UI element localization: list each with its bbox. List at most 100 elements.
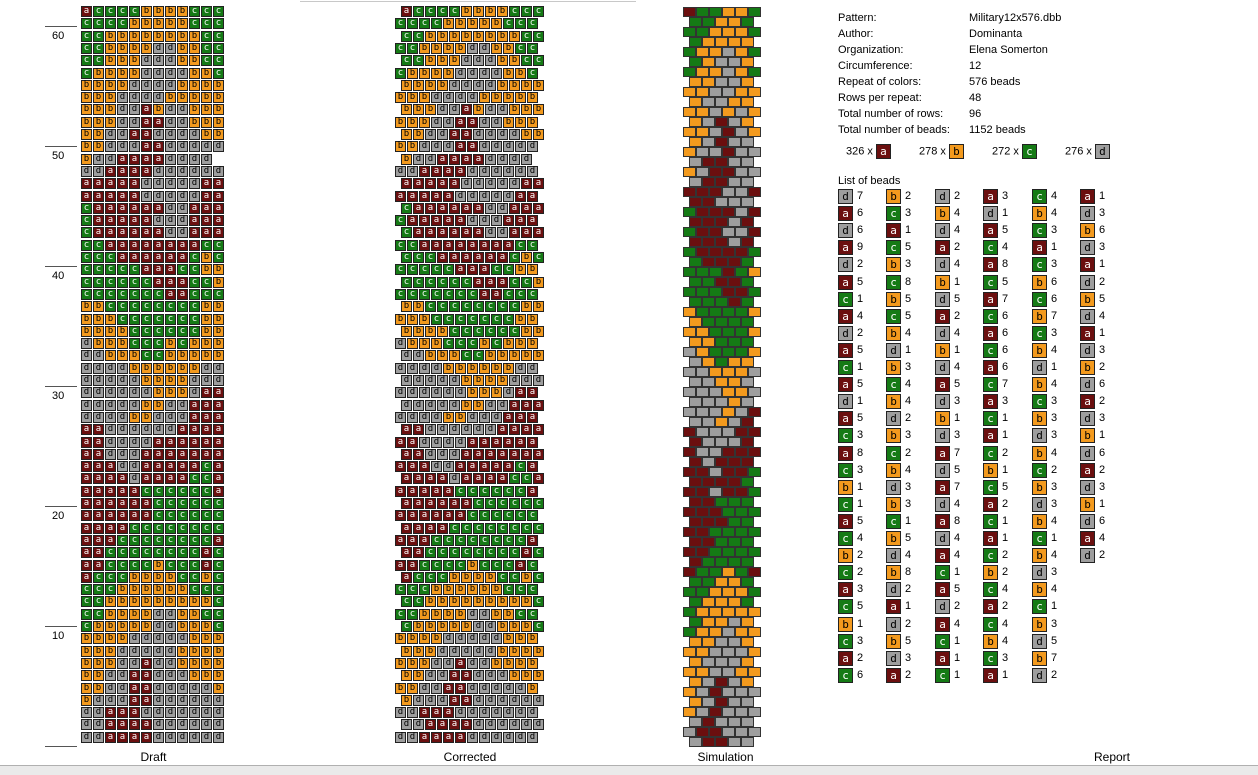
- bead-cell[interactable]: c: [153, 350, 164, 362]
- bead-cell[interactable]: d: [189, 153, 200, 165]
- bead-cell[interactable]: d: [81, 387, 92, 399]
- bead-cell[interactable]: c: [503, 559, 514, 571]
- bead-cell[interactable]: c: [153, 534, 164, 546]
- bead-cell[interactable]: b: [93, 116, 104, 128]
- bead-cell[interactable]: c: [437, 547, 448, 559]
- bead-cell[interactable]: a: [93, 498, 104, 509]
- bead-cell[interactable]: b: [401, 301, 412, 313]
- bead-cell[interactable]: d: [503, 165, 514, 177]
- bead-cell[interactable]: a: [153, 276, 164, 288]
- bead-cell[interactable]: d: [177, 104, 188, 116]
- bead-cell[interactable]: b: [401, 79, 412, 91]
- bead-cell[interactable]: b: [431, 584, 442, 596]
- bead-cell[interactable]: c: [407, 239, 418, 251]
- bead-cell[interactable]: a: [401, 448, 412, 460]
- bead-cell[interactable]: c: [527, 67, 538, 79]
- bead-cell[interactable]: b: [473, 104, 484, 116]
- bead-cell[interactable]: d: [117, 682, 128, 694]
- bead-cell[interactable]: d: [419, 436, 430, 448]
- bead-cell[interactable]: c: [153, 510, 164, 522]
- bead-cell[interactable]: b: [521, 79, 532, 91]
- bead-cell[interactable]: b: [503, 338, 514, 350]
- bead-cell[interactable]: d: [437, 670, 448, 682]
- bead-cell[interactable]: d: [467, 633, 478, 645]
- bead-cell[interactable]: d: [419, 682, 430, 694]
- bead-cell[interactable]: a: [93, 559, 104, 571]
- bead-cell[interactable]: d: [81, 731, 92, 743]
- bead-cell[interactable]: a: [527, 190, 538, 202]
- bead-cell[interactable]: d: [165, 731, 176, 743]
- bead-cell[interactable]: c: [117, 288, 128, 300]
- bead-cell[interactable]: a: [449, 719, 460, 731]
- bead-cell[interactable]: c: [401, 276, 412, 288]
- bead-cell[interactable]: a: [527, 387, 538, 399]
- bead-cell[interactable]: a: [425, 178, 436, 190]
- bead-cell[interactable]: b: [177, 92, 188, 104]
- bead-cell[interactable]: d: [129, 375, 140, 386]
- bead-cell[interactable]: b: [117, 608, 128, 620]
- bead-cell[interactable]: c: [461, 276, 472, 288]
- bead-cell[interactable]: a: [449, 178, 460, 190]
- bead-cell[interactable]: a: [467, 116, 478, 128]
- bead-cell[interactable]: a: [473, 153, 484, 165]
- bead-cell[interactable]: b: [467, 559, 478, 571]
- bead-cell[interactable]: d: [521, 153, 532, 165]
- bead-cell[interactable]: b: [165, 387, 176, 399]
- bead-cell[interactable]: b: [533, 325, 544, 337]
- bead-cell[interactable]: a: [455, 461, 466, 473]
- bead-cell[interactable]: d: [407, 411, 418, 423]
- bead-cell[interactable]: a: [189, 436, 200, 448]
- bead-cell[interactable]: b: [105, 116, 116, 128]
- bead-cell[interactable]: d: [105, 375, 116, 386]
- bead-cell[interactable]: c: [177, 313, 188, 325]
- bead-cell[interactable]: d: [485, 227, 496, 239]
- bead-cell[interactable]: a: [81, 547, 92, 559]
- bead-cell[interactable]: c: [425, 301, 436, 313]
- bead-cell[interactable]: b: [401, 694, 412, 706]
- bead-cell[interactable]: d: [189, 694, 200, 706]
- bead-cell[interactable]: d: [413, 375, 424, 386]
- bead-cell[interactable]: c: [189, 313, 200, 325]
- bead-cell[interactable]: a: [141, 116, 152, 128]
- bead-cell[interactable]: c: [401, 596, 412, 608]
- bead-cell[interactable]: d: [413, 153, 424, 165]
- bead-cell[interactable]: d: [165, 633, 176, 645]
- bead-cell[interactable]: c: [189, 301, 200, 313]
- bead-cell[interactable]: a: [485, 252, 496, 263]
- bead-cell[interactable]: a: [201, 448, 212, 460]
- bead-cell[interactable]: a: [117, 215, 128, 227]
- bead-cell[interactable]: c: [503, 584, 514, 596]
- bead-cell[interactable]: b: [201, 252, 212, 263]
- bead-cell[interactable]: b: [461, 571, 472, 583]
- bead-cell[interactable]: c: [141, 301, 152, 313]
- bead-cell[interactable]: c: [129, 338, 140, 350]
- bead-cell[interactable]: b: [177, 596, 188, 608]
- bead-cell[interactable]: d: [479, 633, 490, 645]
- bead-cell[interactable]: a: [425, 473, 436, 485]
- bead-cell[interactable]: d: [189, 141, 200, 153]
- bead-cell[interactable]: d: [491, 633, 502, 645]
- bead-cell[interactable]: c: [413, 596, 424, 608]
- bead-cell[interactable]: a: [515, 559, 526, 571]
- bead-cell[interactable]: a: [503, 436, 514, 448]
- bead-cell[interactable]: c: [177, 510, 188, 522]
- bead-cell[interactable]: d: [521, 719, 532, 731]
- bead-cell[interactable]: b: [425, 645, 436, 657]
- bead-cell[interactable]: c: [533, 30, 544, 42]
- bead-cell[interactable]: d: [491, 165, 502, 177]
- bead-cell[interactable]: d: [165, 190, 176, 202]
- bead-cell[interactable]: c: [413, 276, 424, 288]
- bead-cell[interactable]: a: [497, 252, 508, 263]
- bead-cell[interactable]: c: [461, 301, 472, 313]
- bead-cell[interactable]: a: [201, 411, 212, 423]
- bead-cell[interactable]: b: [93, 141, 104, 153]
- bead-cell[interactable]: b: [491, 584, 502, 596]
- bead-cell[interactable]: d: [431, 657, 442, 669]
- bead-cell[interactable]: d: [201, 141, 212, 153]
- bead-cell[interactable]: b: [141, 18, 152, 30]
- bead-cell[interactable]: c: [401, 30, 412, 42]
- bead-cell[interactable]: b: [449, 30, 460, 42]
- bead-cell[interactable]: b: [401, 325, 412, 337]
- bead-cell[interactable]: c: [419, 18, 430, 30]
- bead-cell[interactable]: a: [165, 448, 176, 460]
